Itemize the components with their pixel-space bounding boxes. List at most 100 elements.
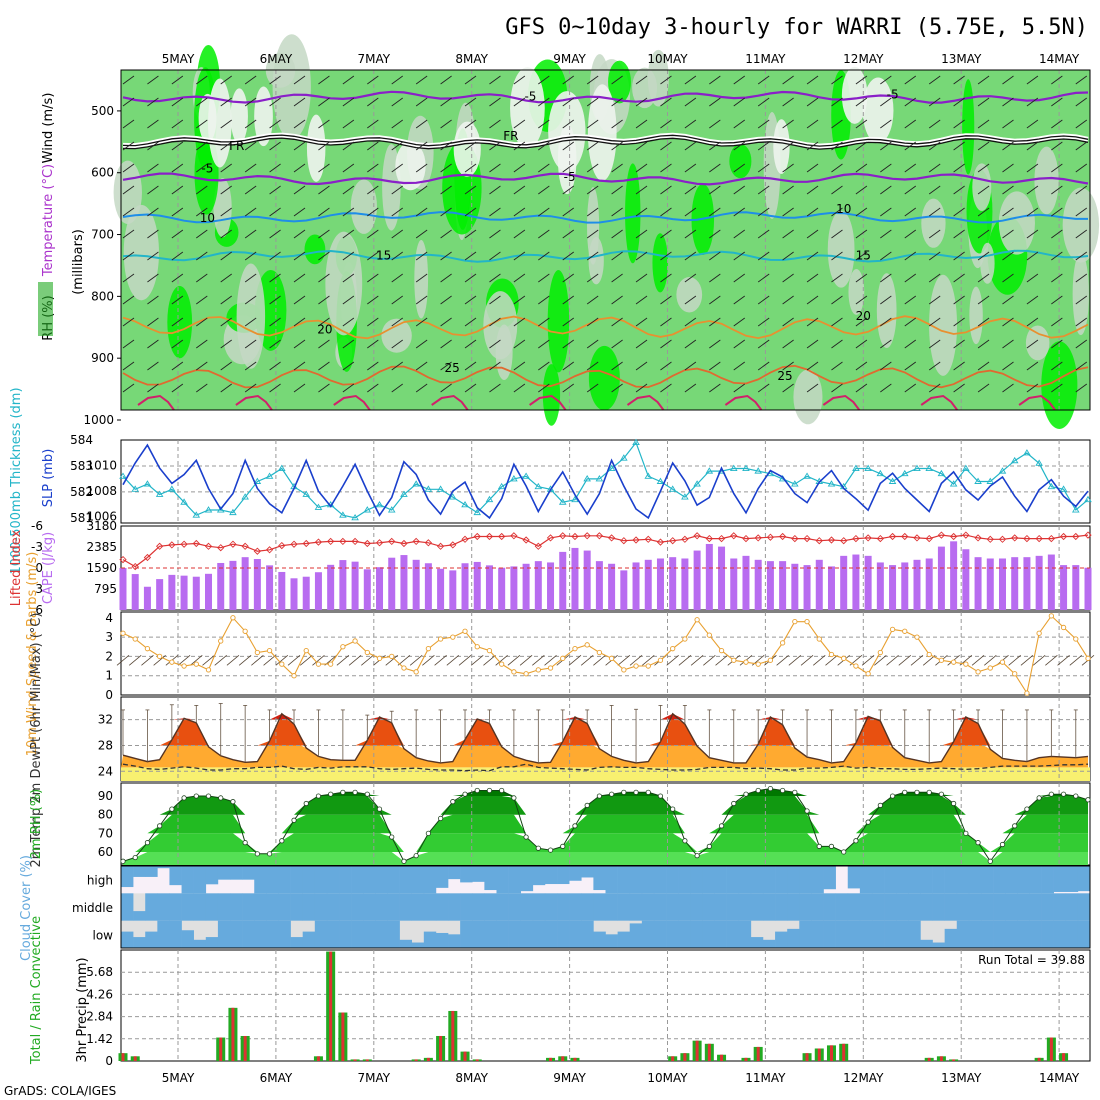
wind-barb xyxy=(489,97,501,107)
wind-barb xyxy=(709,383,721,393)
cape-bar xyxy=(840,555,848,610)
cloud-bar-high xyxy=(544,866,558,885)
lifted-index-point xyxy=(473,532,481,541)
cloud-bar-high xyxy=(641,866,655,894)
wind-barb xyxy=(1026,383,1039,393)
lifted-index-point xyxy=(840,537,848,545)
rh2m-point xyxy=(584,802,590,808)
lifted-index-point xyxy=(913,534,921,542)
cloud-bar-high xyxy=(799,866,812,894)
thickness-point xyxy=(412,480,420,487)
wind-barb xyxy=(611,141,623,151)
wind-barb xyxy=(464,75,477,85)
wind10-axis-label: 10m Wind Speed & Barbs (m/s) xyxy=(25,552,40,757)
lifted-index-point xyxy=(192,539,200,548)
wind-barb xyxy=(831,207,843,217)
wind-barb xyxy=(855,339,868,349)
wind-barb xyxy=(709,339,721,349)
wind10-point xyxy=(328,661,334,667)
wind10-tick-label: 1 xyxy=(105,669,113,683)
wind-barb xyxy=(293,295,306,305)
wind-barb xyxy=(220,97,232,107)
wind-barb xyxy=(1026,251,1039,261)
wind-barb xyxy=(953,317,965,327)
wind-barb xyxy=(1051,383,1063,393)
wind-barb xyxy=(244,97,257,107)
wind-barb xyxy=(391,141,403,151)
wind-barb xyxy=(220,251,232,261)
wind-barb xyxy=(928,295,941,305)
wind-barb xyxy=(244,361,257,371)
wind-barb xyxy=(733,97,746,107)
wind-barb xyxy=(1051,141,1063,151)
lifted-index-point xyxy=(864,534,872,542)
wind-barb xyxy=(660,75,672,85)
wind10-barb xyxy=(1045,654,1058,666)
wind-barb xyxy=(1051,163,1063,173)
cloud-bar-middle xyxy=(956,893,970,921)
rh2m-point xyxy=(670,806,676,812)
wind10-point xyxy=(731,657,737,663)
wind-barb xyxy=(440,141,452,151)
wind10-point xyxy=(169,659,175,665)
wind-barb xyxy=(1075,339,1088,349)
wind-barb xyxy=(293,207,306,217)
wind-barb xyxy=(196,361,208,371)
wind-barb xyxy=(415,339,428,349)
wind-barb xyxy=(562,141,575,151)
thickness-point xyxy=(668,485,677,492)
day-label-bottom: 8MAY xyxy=(455,1071,488,1085)
cloud-bar-high xyxy=(314,866,328,894)
wind10-point xyxy=(999,659,1006,665)
wind-barb xyxy=(244,229,257,239)
day-label-top: 6MAY xyxy=(260,52,293,66)
wind10-point xyxy=(926,651,932,658)
wind-barb xyxy=(1002,317,1014,327)
wind-barb xyxy=(660,295,672,305)
wind-barb xyxy=(269,119,281,129)
isotherm-30-bump xyxy=(724,394,763,411)
cloud-bar-high xyxy=(399,866,412,894)
cape-bar xyxy=(217,562,225,610)
lifted-index-point xyxy=(510,532,518,540)
cloud-bar-low xyxy=(859,920,873,948)
wind-barb xyxy=(831,361,843,371)
li-tick-label: 3 xyxy=(35,582,43,596)
cape-bar xyxy=(901,562,909,610)
rh2m-point xyxy=(902,789,908,795)
rh2m-point xyxy=(645,789,651,795)
cloud-bar-low xyxy=(205,937,219,948)
cloud-bar-middle xyxy=(762,893,776,921)
wind-barb xyxy=(562,207,575,217)
rh2m-point xyxy=(841,849,847,855)
wind-barb xyxy=(220,119,232,129)
wind-barb xyxy=(1075,97,1088,107)
wind10-point xyxy=(218,638,224,644)
lifted-index-point xyxy=(168,541,176,549)
cape-bar xyxy=(889,565,897,610)
wind-barb xyxy=(904,317,917,327)
cape-bar xyxy=(229,560,237,610)
wind-barb xyxy=(928,141,941,151)
rh2m-point xyxy=(364,791,370,797)
thickness-point xyxy=(583,475,591,482)
wind-barb xyxy=(709,185,721,195)
wind10-barb xyxy=(825,654,838,666)
lifted-index-point xyxy=(302,539,310,548)
wind-barb xyxy=(513,361,526,371)
wind-barb xyxy=(171,119,184,129)
pressure-label: 1000 xyxy=(83,413,114,427)
cape-bar xyxy=(510,566,518,610)
wind10-barb xyxy=(361,654,374,666)
cloud-bar-low xyxy=(508,920,522,948)
cloud-bar-low xyxy=(448,934,461,948)
cloud-bar-middle xyxy=(920,893,933,921)
lifted-index-point xyxy=(620,537,628,545)
wind-barb xyxy=(562,251,575,261)
wind-barb xyxy=(391,317,403,327)
wind-barb xyxy=(928,361,941,371)
precip-convective-bar xyxy=(939,1056,943,1061)
thickness-point xyxy=(852,464,860,471)
slp-axis-label: SLP (mb) xyxy=(41,449,56,508)
cloud-bar-low xyxy=(351,920,364,948)
